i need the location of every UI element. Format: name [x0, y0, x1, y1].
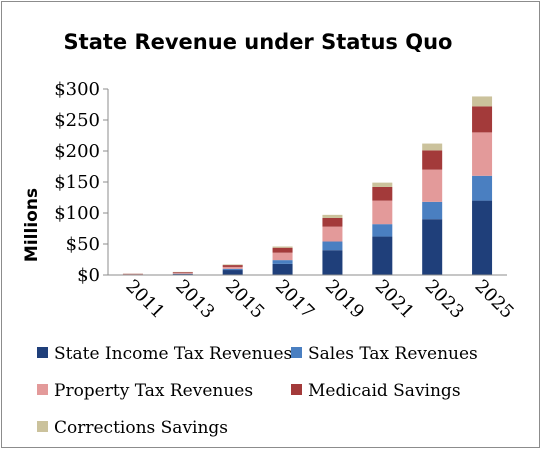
legend: State Income Tax Revenues Sales Tax Reven…	[37, 344, 478, 438]
bar-segment	[422, 143, 443, 151]
bar-segment	[272, 263, 293, 275]
y-axis: $0 $50 $100 $150 $200 $250 $300	[54, 79, 108, 286]
bar-segment	[472, 175, 493, 201]
bar-segment	[272, 260, 293, 264]
bar-segment	[322, 217, 343, 227]
bar-segment	[422, 201, 443, 220]
y-tick-label: $100	[54, 203, 100, 224]
bar-segment	[322, 214, 343, 218]
x-tick-label: 2013	[171, 276, 218, 323]
bar-segment	[372, 224, 393, 237]
bar-segment	[472, 132, 493, 176]
legend-swatch	[291, 347, 302, 358]
x-tick-label: 2017	[271, 276, 318, 323]
bar-segment	[372, 236, 393, 275]
x-tick-label: 2015	[221, 276, 268, 323]
bar-segment	[272, 252, 293, 261]
legend-swatch	[37, 421, 48, 432]
bar-segment	[472, 200, 493, 275]
bar-segment	[172, 272, 193, 274]
x-tick-label: 2025	[471, 276, 518, 323]
bar-segment	[322, 226, 343, 242]
legend-label: State Income Tax Revenues	[54, 344, 292, 364]
bar-segment	[272, 247, 293, 253]
bar-segment	[222, 265, 243, 267]
y-tick-label: $0	[77, 265, 100, 286]
y-axis-label: Millions	[22, 188, 42, 262]
bar-segment	[422, 169, 443, 202]
bar-segment	[322, 241, 343, 251]
bar-segment	[372, 182, 393, 187]
bar-segment	[272, 246, 293, 248]
x-tick-label: 2011	[121, 276, 168, 323]
plot-area	[122, 96, 493, 275]
x-tick-label: 2019	[321, 276, 368, 323]
x-tick-label: 2021	[371, 276, 418, 323]
bar-segment	[322, 250, 343, 275]
y-tick-label: $300	[54, 79, 100, 100]
y-tick-label: $50	[66, 234, 100, 255]
legend-swatch	[291, 384, 302, 395]
legend-label: Corrections Savings	[54, 418, 228, 438]
bar-segment	[372, 200, 393, 225]
x-axis: 2011 2013 2015 2017 2019 2021 2023 2025	[121, 276, 517, 323]
bar-segment	[472, 96, 493, 107]
bar-segment	[222, 268, 243, 271]
bar-segment	[422, 150, 443, 170]
y-tick-label: $250	[54, 110, 100, 131]
bar-segment	[372, 186, 393, 201]
y-tick-label: $150	[54, 172, 100, 193]
bar-segment	[172, 273, 193, 274]
bar-segment	[222, 266, 243, 269]
legend-swatch	[37, 384, 48, 395]
bar-segment	[422, 219, 443, 275]
x-tick-label: 2023	[421, 276, 468, 323]
legend-label: Property Tax Revenues	[54, 381, 253, 401]
legend-swatch	[37, 347, 48, 358]
bar-segment	[472, 106, 493, 133]
bar-segment	[222, 264, 243, 266]
legend-label: Sales Tax Revenues	[308, 344, 478, 364]
y-tick-label: $200	[54, 141, 100, 162]
legend-label: Medicaid Savings	[308, 381, 461, 401]
chart-title: State Revenue under Status Quo	[64, 30, 453, 54]
bar-segment	[222, 270, 243, 275]
